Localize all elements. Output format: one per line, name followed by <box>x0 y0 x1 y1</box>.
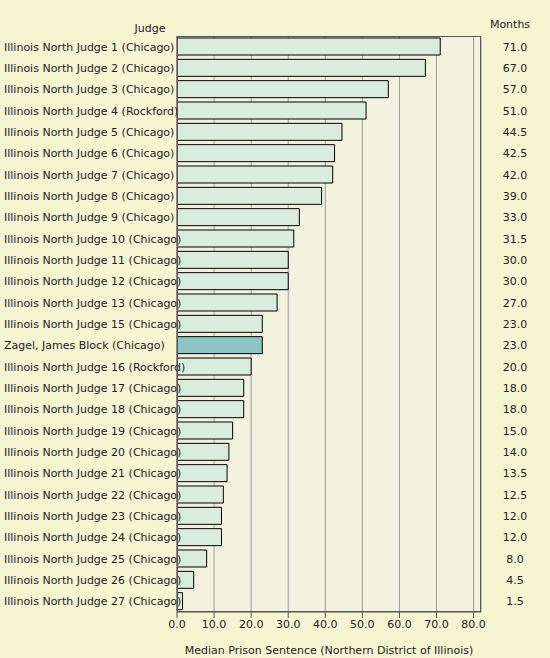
svg-text:Illinois North Judge 25 (Chica: Illinois North Judge 25 (Chicago) <box>8 553 181 566</box>
svg-text:Illinois North Judge 12 (Chica: Illinois North Judge 12 (Chicago) <box>8 275 181 288</box>
svg-text:1.5: 1.5 <box>506 595 524 608</box>
svg-text:Illinois North Judge 19 (Chica: Illinois North Judge 19 (Chicago) <box>8 425 181 438</box>
svg-text:42.0: 42.0 <box>503 169 528 182</box>
svg-text:Illinois North Judge 22 (Chica: Illinois North Judge 22 (Chicago) <box>8 489 181 502</box>
svg-text:27.0: 27.0 <box>503 297 528 310</box>
svg-text:Illinois North Judge 6 (Chicag: Illinois North Judge 6 (Chicago) <box>8 147 174 160</box>
svg-text:Median Prison Sentence (Northe: Median Prison Sentence (Northern Distric… <box>185 644 473 657</box>
svg-text:Illinois North Judge 7 (Chicag: Illinois North Judge 7 (Chicago) <box>8 169 174 182</box>
svg-text:13.5: 13.5 <box>503 467 528 480</box>
svg-text:8.0: 8.0 <box>506 553 524 566</box>
svg-text:20.0: 20.0 <box>503 361 528 374</box>
html-text:Months: Months <box>489 18 531 31</box>
svg-text:Illinois North Judge 8 (Chicag: Illinois North Judge 8 (Chicago) <box>8 190 174 203</box>
svg-text:51.0: 51.0 <box>503 105 528 118</box>
svg-text:23.0: 23.0 <box>503 318 528 331</box>
svg-text:10.0: 10.0 <box>202 618 227 631</box>
svg-text:Illinois North Judge 18 (Chica: Illinois North Judge 18 (Chicago) <box>8 403 181 416</box>
svg-text:33.0: 33.0 <box>503 211 528 224</box>
svg-text:Illinois North Judge 17 (Chica: Illinois North Judge 17 (Chicago) <box>8 382 181 395</box>
svg-text:18.0: 18.0 <box>503 382 528 395</box>
svg-text:30.0: 30.0 <box>276 618 301 631</box>
svg-text:71.0: 71.0 <box>503 41 528 54</box>
svg-text:40.0: 40.0 <box>313 618 338 631</box>
svg-text:57.0: 57.0 <box>503 83 528 96</box>
svg-text:Illinois North Judge 24 (Chica: Illinois North Judge 24 (Chicago) <box>8 531 181 544</box>
svg-text:12.0: 12.0 <box>503 510 528 523</box>
svg-text:Illinois North Judge 23 (Chica: Illinois North Judge 23 (Chicago) <box>8 510 181 523</box>
svg-text:20.0: 20.0 <box>239 618 264 631</box>
svg-text:12.5: 12.5 <box>503 489 528 502</box>
svg-text:60.0: 60.0 <box>387 618 412 631</box>
svg-text:Illinois North Judge 20 (Chica: Illinois North Judge 20 (Chicago) <box>8 446 181 459</box>
html-text:Judge: Judge <box>134 22 166 35</box>
svg-text:15.0: 15.0 <box>503 425 528 438</box>
svg-text:67.0: 67.0 <box>503 62 528 75</box>
svg-text:Illinois North Judge 26 (Chica: Illinois North Judge 26 (Chicago) <box>8 574 181 587</box>
svg-text:Illinois North Judge 1 (Chicag: Illinois North Judge 1 (Chicago) <box>8 41 174 54</box>
svg-text:Illinois North Judge 4 (Rockfo: Illinois North Judge 4 (Rockford) <box>8 105 178 118</box>
svg-text:Illinois North Judge 2 (Chicag: Illinois North Judge 2 (Chicago) <box>8 62 174 75</box>
svg-text:Illinois North Judge 3 (Chicag: Illinois North Judge 3 (Chicago) <box>8 83 174 96</box>
svg-text:Illinois North Judge 13 (Chica: Illinois North Judge 13 (Chicago) <box>8 297 181 310</box>
svg-text:42.5: 42.5 <box>503 147 528 160</box>
svg-text:31.5: 31.5 <box>503 233 528 246</box>
svg-text:70.0: 70.0 <box>424 618 449 631</box>
svg-text:30.0: 30.0 <box>503 254 528 267</box>
svg-text:0.0: 0.0 <box>168 618 186 631</box>
svg-text:Illinois North Judge 15 (Chica: Illinois North Judge 15 (Chicago) <box>8 318 181 331</box>
svg-text:39.0: 39.0 <box>503 190 528 203</box>
svg-text:Illinois North Judge 21 (Chica: Illinois North Judge 21 (Chicago) <box>8 467 181 480</box>
svg-text:18.0: 18.0 <box>503 403 528 416</box>
svg-text:44.5: 44.5 <box>503 126 528 139</box>
svg-text:80.0: 80.0 <box>461 618 486 631</box>
svg-text:Zagel, James Block (Chicago): Zagel, James Block (Chicago) <box>8 339 165 352</box>
svg-text:14.0: 14.0 <box>503 446 528 459</box>
svg-text:Illinois North Judge 16 (Rockf: Illinois North Judge 16 (Rockford) <box>8 361 185 374</box>
svg-text:4.5: 4.5 <box>506 574 524 587</box>
svg-text:Illinois North Judge 27 (Chica: Illinois North Judge 27 (Chicago) <box>8 595 181 608</box>
svg-text:12.0: 12.0 <box>503 531 528 544</box>
svg-text:Illinois North Judge 5 (Chicag: Illinois North Judge 5 (Chicago) <box>8 126 174 139</box>
svg-text:Illinois North Judge 9 (Chicag: Illinois North Judge 9 (Chicago) <box>8 211 174 224</box>
svg-text:23.0: 23.0 <box>503 339 528 352</box>
svg-text:Illinois North Judge 11 (Chica: Illinois North Judge 11 (Chicago) <box>8 254 181 267</box>
svg-text:Illinois North Judge 10 (Chica: Illinois North Judge 10 (Chicago) <box>8 233 181 246</box>
svg-text:50.0: 50.0 <box>350 618 375 631</box>
svg-text:30.0: 30.0 <box>503 275 528 288</box>
